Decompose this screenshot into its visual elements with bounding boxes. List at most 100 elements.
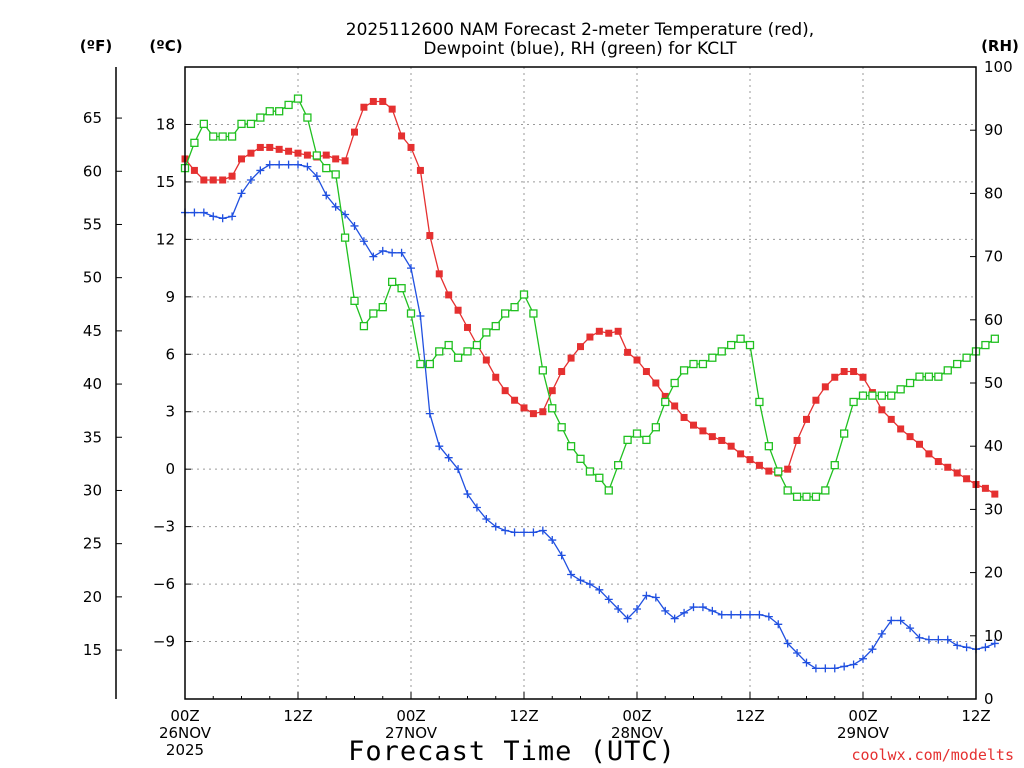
- dewpoint-point: [661, 606, 670, 615]
- grid-lines: [185, 67, 976, 699]
- dewpoint-point: [849, 660, 858, 669]
- rh-point: [774, 467, 783, 476]
- dewpoint-point: [962, 643, 971, 652]
- temperature-point: [435, 270, 443, 278]
- time-tick-label: 12Z: [283, 707, 312, 725]
- dewpoint-point: [303, 162, 312, 171]
- temperature-point: [699, 427, 707, 435]
- rh-point: [623, 435, 632, 445]
- dewpoint-point: [294, 160, 302, 169]
- fahrenheit-tick-label: 35: [83, 428, 102, 446]
- temperature-point: [558, 368, 566, 376]
- rh-point: [585, 467, 595, 476]
- temperature-point: [577, 343, 584, 351]
- rh-point: [482, 328, 491, 337]
- series-line: [184, 100, 996, 495]
- rh-tick-label: 0: [984, 690, 994, 708]
- dewpoint-point: [331, 202, 340, 211]
- fahrenheit-tick-label: 20: [83, 588, 102, 606]
- data-series: [180, 94, 999, 673]
- dewpoint-point: [472, 503, 481, 512]
- rh-point: [265, 107, 274, 116]
- temperature-point: [200, 176, 208, 184]
- dewpoint-point: [651, 593, 660, 602]
- dewpoint-point: [501, 526, 510, 535]
- temperature-point: [256, 143, 264, 151]
- dewpoint-point: [859, 654, 867, 663]
- temperature-point: [445, 291, 453, 299]
- dewpoint-point: [642, 591, 651, 600]
- dewpoint-point: [491, 522, 500, 531]
- dewpoint-point: [388, 248, 397, 257]
- temperature-point: [812, 396, 820, 404]
- rh-point: [359, 321, 369, 331]
- rh-point: [529, 309, 538, 318]
- dewpoint-point: [454, 465, 463, 474]
- rh-point: [868, 391, 877, 400]
- temperature-point: [369, 97, 377, 105]
- temperature-point: [548, 387, 556, 395]
- rh-point: [651, 423, 660, 432]
- rh-point: [237, 119, 246, 129]
- dewpoint-point: [934, 635, 943, 644]
- rh-point: [670, 378, 679, 388]
- dewpoint-point: [199, 208, 208, 217]
- rh-point: [444, 340, 453, 350]
- dewpoint-point: [265, 160, 274, 169]
- dewpoint-point: [915, 633, 924, 642]
- temperature-point: [351, 128, 358, 136]
- rh-tick-label: 40: [984, 437, 1003, 455]
- temperature-point: [464, 323, 471, 331]
- rh-point: [905, 378, 915, 388]
- dewpoint-point: [416, 311, 425, 320]
- temperature-point: [266, 143, 274, 151]
- temperature-point: [520, 404, 528, 412]
- dewpoint-point: [482, 514, 491, 523]
- dewpoint-point: [877, 629, 886, 638]
- temperature-point: [332, 155, 340, 163]
- rh-point: [953, 359, 962, 369]
- dewpoint-point: [529, 528, 538, 537]
- rh-point: [378, 303, 387, 312]
- dewpoint-point: [623, 614, 632, 623]
- temperature-point: [228, 172, 236, 180]
- rh-point: [877, 391, 886, 400]
- rh-point: [548, 404, 557, 413]
- temperature-point: [360, 103, 368, 111]
- dewpoint-point: [567, 570, 576, 579]
- rh-point: [218, 132, 227, 141]
- temperature-point: [953, 469, 961, 477]
- temperature-point: [878, 406, 886, 414]
- temperature-point: [850, 368, 858, 376]
- dewpoint-point: [369, 252, 378, 261]
- temperature-point: [925, 450, 933, 458]
- time-tick-label: 26NOV: [159, 724, 212, 742]
- dewpoint-point: [538, 526, 547, 535]
- rh-point: [519, 290, 529, 299]
- temperature-point: [605, 329, 613, 337]
- dewpoint-point: [341, 210, 350, 219]
- dewpoint-point: [708, 606, 717, 615]
- dewpoint-point: [868, 645, 877, 654]
- dewpoint-point: [209, 212, 218, 221]
- dewpoint-point: [943, 635, 952, 644]
- rh-point: [755, 397, 764, 407]
- dewpoint-point: [896, 616, 905, 625]
- temperature-point: [887, 415, 895, 423]
- rh-point: [227, 132, 237, 141]
- rh-point: [783, 486, 792, 495]
- fahrenheit-tick-label: 25: [83, 535, 102, 553]
- temperature-point: [718, 436, 726, 444]
- rh-point: [934, 372, 943, 381]
- dewpoint-point: [906, 624, 915, 633]
- fahrenheit-tick-label: 50: [83, 269, 102, 287]
- dewpoint-point: [981, 643, 990, 652]
- time-tick-label: 00Z: [170, 707, 199, 725]
- rh-point: [209, 132, 218, 141]
- rh-point: [199, 119, 208, 129]
- dewpoint-point: [510, 528, 519, 537]
- rh-point: [322, 163, 331, 173]
- rh-point: [727, 340, 736, 350]
- temperature-point: [238, 155, 245, 163]
- dewpoint-point: [218, 214, 227, 223]
